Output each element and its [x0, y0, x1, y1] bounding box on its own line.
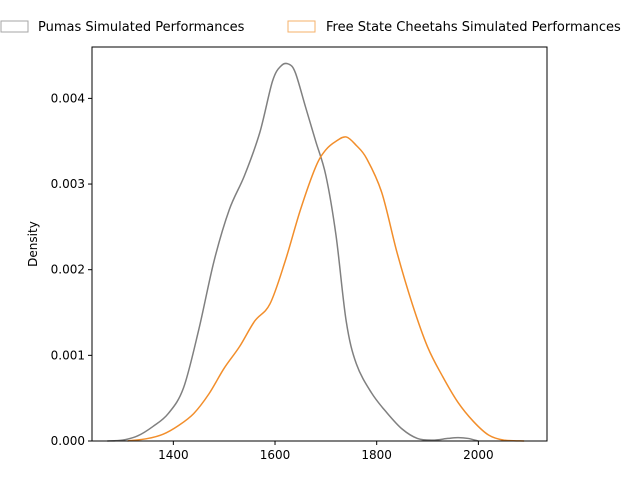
y-tick-label: 0.004	[51, 91, 85, 105]
y-axis-label: Density	[26, 221, 40, 267]
y-tick-label: 0.003	[51, 177, 85, 191]
legend: Pumas Simulated Performances Free State …	[0, 20, 621, 35]
legend-label-cheetahs: Free State Cheetahs Simulated Performanc…	[326, 20, 621, 35]
x-tick-label: 2000	[463, 448, 494, 462]
legend-swatch-cheetahs	[287, 20, 316, 33]
y-tick-label: 0.000	[51, 434, 85, 448]
legend-swatch-pumas	[0, 20, 29, 33]
series-layer	[107, 62, 525, 442]
x-tick-label: 1400	[158, 448, 189, 462]
x-axis: 1400 1600 1800 2000	[158, 441, 494, 462]
y-tick-label: 0.002	[51, 263, 85, 277]
series-line-1	[127, 136, 525, 442]
y-tick-label: 0.001	[51, 348, 85, 362]
y-axis: 0.000 0.001 0.002 0.003 0.004	[51, 91, 92, 448]
series-line-0	[107, 62, 479, 442]
legend-label-pumas: Pumas Simulated Performances	[38, 20, 245, 35]
x-tick-label: 1800	[361, 448, 392, 462]
plot-frame	[91, 46, 548, 442]
x-tick-label: 1600	[260, 448, 291, 462]
